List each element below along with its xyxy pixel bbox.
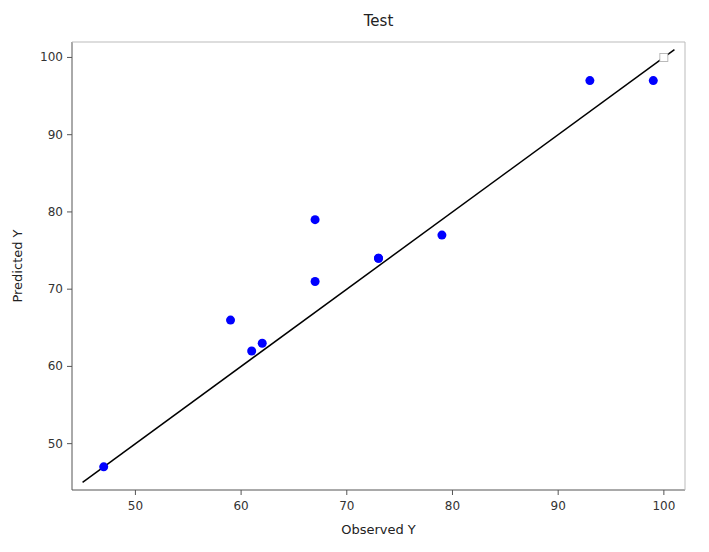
x-tick-label: 100	[652, 499, 675, 513]
square-marker	[660, 53, 668, 61]
y-tick-label: 80	[48, 205, 63, 219]
x-tick	[135, 490, 136, 495]
x-tick-label: 60	[233, 499, 248, 513]
y-tick	[67, 134, 72, 135]
x-axis-top-line	[72, 42, 685, 43]
title: Test	[363, 12, 394, 30]
scatter-point	[374, 254, 383, 263]
x-tick	[346, 490, 347, 495]
scatter-point	[226, 316, 235, 325]
scatter-point	[311, 277, 320, 286]
scatter-point	[311, 215, 320, 224]
y-tick	[67, 57, 72, 58]
y-tick	[67, 289, 72, 290]
y-axis-line	[72, 42, 73, 490]
y-tick-label: 50	[48, 437, 63, 451]
x-axis-label: Observed Y	[341, 522, 416, 537]
x-tick	[241, 490, 242, 495]
chart: 50 60 70 80 90 100 50 60 70 80 90 100 Test Observed Y…	[0, 0, 709, 552]
x-tick-label: 90	[551, 499, 566, 513]
x-tick	[663, 490, 664, 495]
x-tick	[452, 490, 453, 495]
scatter-point	[649, 76, 658, 85]
y-tick-label: 100	[40, 50, 63, 64]
x-axis-line	[72, 490, 685, 491]
y-tick	[67, 366, 72, 367]
y-tick-label: 70	[48, 282, 63, 296]
scatter-point	[258, 339, 267, 348]
x-tick-label: 80	[445, 499, 460, 513]
scatter-point	[437, 231, 446, 240]
y-axis-right-line	[685, 42, 686, 490]
x-tick-label: 50	[128, 499, 143, 513]
y-tick-label: 60	[48, 359, 63, 373]
scatter-point	[585, 76, 594, 85]
y-axis-label: Predicted Y	[10, 229, 25, 302]
reference-line	[83, 50, 675, 483]
scatter-point	[99, 462, 108, 471]
plot-area	[83, 50, 675, 483]
scatter-point	[374, 254, 383, 263]
scatter-point	[247, 346, 256, 355]
y-tick-label: 90	[48, 128, 63, 142]
x-tick	[558, 490, 559, 495]
x-tick-label: 70	[339, 499, 354, 513]
y-tick	[67, 211, 72, 212]
y-tick	[67, 443, 72, 444]
